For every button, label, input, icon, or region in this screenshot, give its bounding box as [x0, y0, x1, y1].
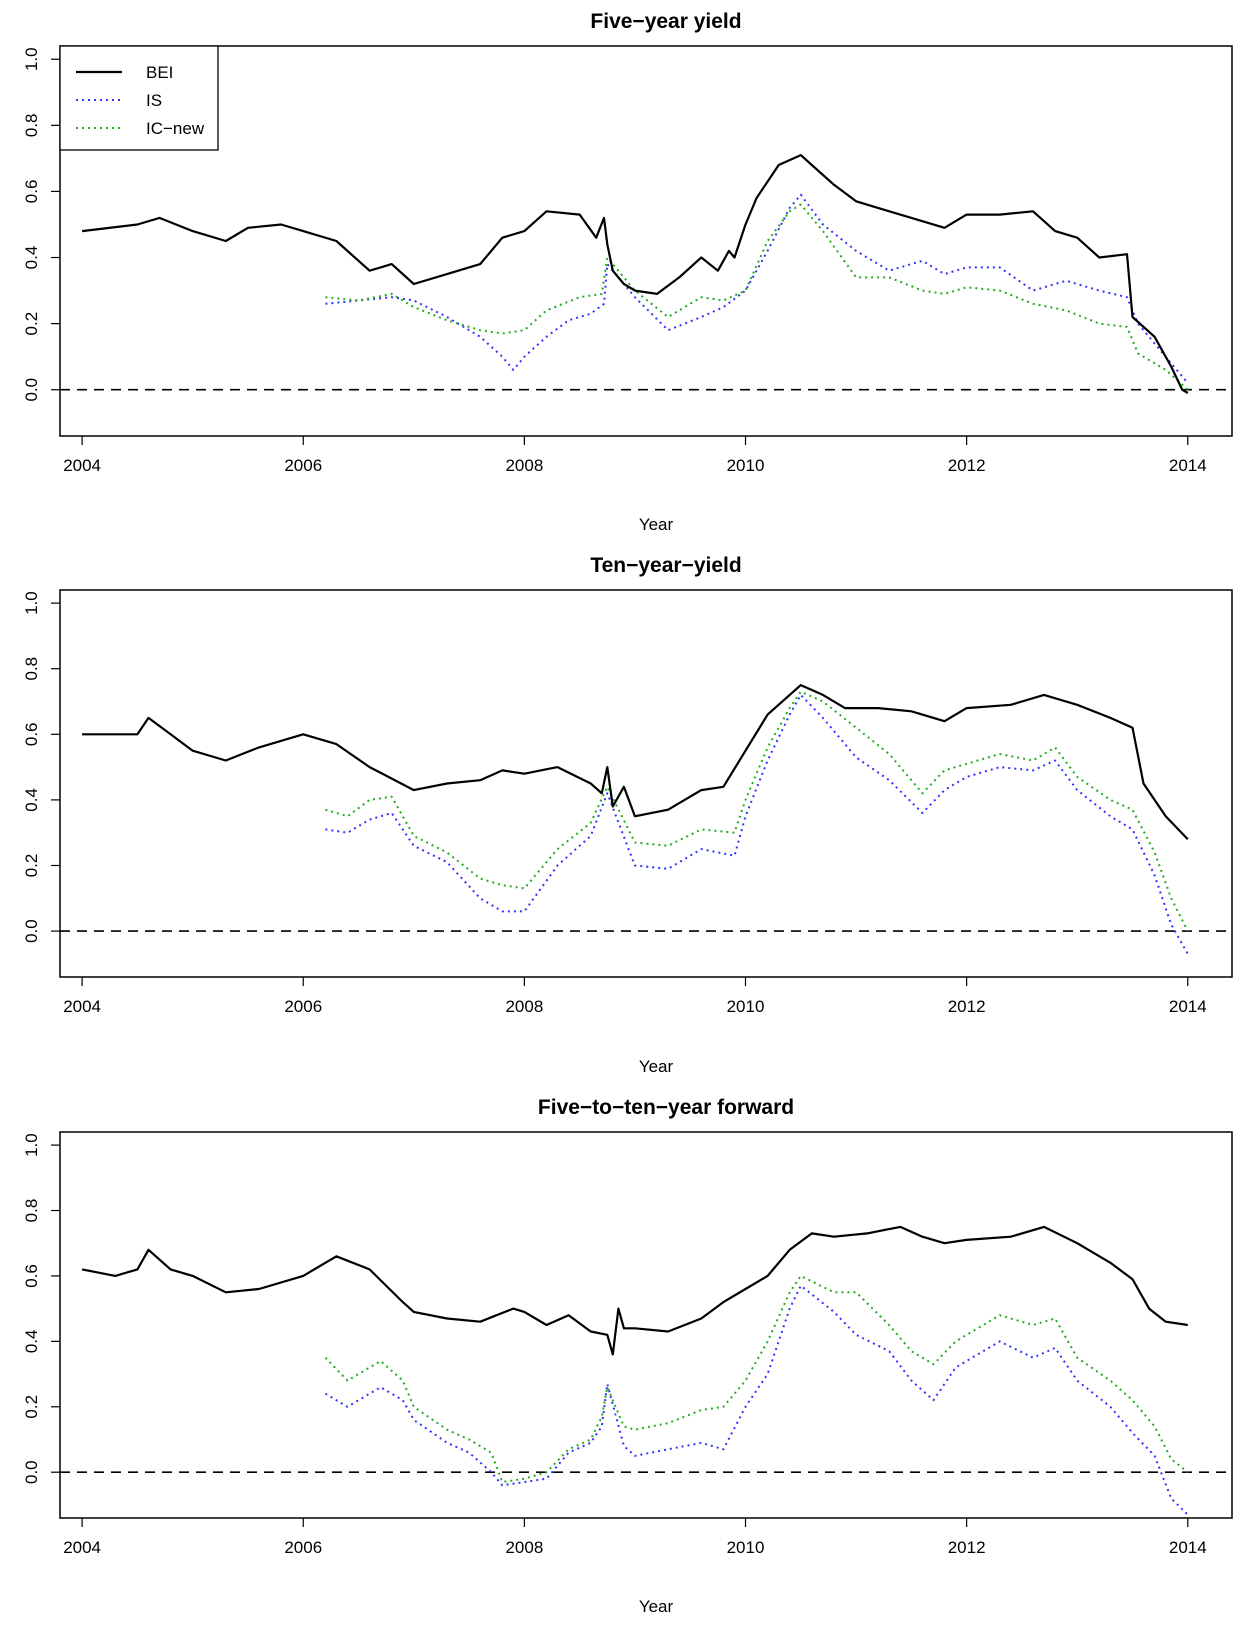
- y-tick-label: 1.0: [22, 591, 41, 615]
- x-axis-label: Year: [639, 1057, 674, 1076]
- plot-frame: [59, 589, 1233, 978]
- panel-title: Ten−year−yield: [590, 554, 741, 577]
- panel-2: Ten−year−yield 2004 2006 2008 2010 2012 2014 0.…: [22, 554, 1233, 1076]
- panel-title: Five−to−ten−year forward: [538, 1096, 794, 1119]
- series-line-ic-new: [325, 690, 1189, 932]
- x-tick-label: 2004: [63, 997, 101, 1016]
- y-tick-label: 0.8: [22, 657, 41, 681]
- x-tick-label: 2012: [948, 1538, 986, 1557]
- x-tick-label: 2008: [505, 1538, 543, 1557]
- y-tick-label: 0.2: [22, 312, 41, 336]
- x-tick-label: 2014: [1169, 1538, 1207, 1557]
- y-tick-label: 0.8: [22, 1199, 41, 1223]
- series-line-bei: [81, 154, 1189, 394]
- series-line-is: [325, 693, 1189, 955]
- y-tick-label: 0.0: [22, 1460, 41, 1484]
- y-tick-label: 1.0: [22, 1133, 41, 1157]
- y-tick-label: 0.0: [22, 919, 41, 943]
- series-line-bei: [81, 1225, 1188, 1356]
- x-axis-label: Year: [639, 1597, 674, 1616]
- y-tick-label: 0.6: [22, 180, 41, 204]
- y-tick-label: 0.0: [22, 378, 41, 402]
- legend-label: IC−new: [146, 119, 205, 138]
- y-tick-label: 0.2: [22, 1395, 41, 1419]
- x-tick-label: 2004: [63, 1538, 101, 1557]
- x-axis-label: Year: [639, 515, 674, 534]
- y-tick-label: 0.8: [22, 114, 41, 138]
- x-tick-label: 2006: [284, 997, 322, 1016]
- y-tick-label: 0.6: [22, 1264, 41, 1288]
- plot-frame: [59, 1131, 1233, 1519]
- legend: BEI IS IC−new: [59, 45, 219, 151]
- series-line-ic-new: [324, 1274, 1189, 1483]
- x-tick-label: 2014: [1169, 456, 1207, 475]
- x-tick-label: 2006: [284, 456, 322, 475]
- x-tick-label: 2008: [505, 997, 543, 1016]
- y-tick-label: 0.4: [22, 246, 41, 270]
- y-tick-label: 0.2: [22, 854, 41, 878]
- x-tick-label: 2014: [1169, 997, 1207, 1016]
- x-tick-label: 2010: [727, 1538, 765, 1557]
- y-tick-label: 1.0: [22, 47, 41, 71]
- y-tick-label: 0.4: [22, 1330, 41, 1354]
- x-tick-label: 2012: [948, 456, 986, 475]
- legend-box: [59, 45, 219, 151]
- legend-label: IS: [146, 91, 162, 110]
- series-line-ic-new: [325, 203, 1189, 391]
- panel-title: Five−year yield: [590, 10, 741, 33]
- panel-3: Five−to−ten−year forward 2004 2006 2008 2010…: [22, 1096, 1233, 1616]
- y-tick-label: 0.4: [22, 788, 41, 812]
- legend-label: BEI: [146, 63, 173, 82]
- series-line-is: [324, 1284, 1189, 1516]
- x-tick-label: 2008: [505, 456, 543, 475]
- plot-frame: [59, 45, 1233, 437]
- x-tick-label: 2010: [727, 456, 765, 475]
- x-tick-label: 2010: [727, 997, 765, 1016]
- x-tick-label: 2004: [63, 456, 101, 475]
- x-tick-label: 2006: [284, 1538, 322, 1557]
- panel-1: Five−year yield 2004 2006 2008 2010 2012 2014 0…: [22, 10, 1233, 534]
- series-line-bei: [82, 683, 1189, 841]
- series-line-is: [325, 193, 1189, 384]
- x-tick-label: 2012: [948, 997, 986, 1016]
- y-tick-label: 0.6: [22, 722, 41, 746]
